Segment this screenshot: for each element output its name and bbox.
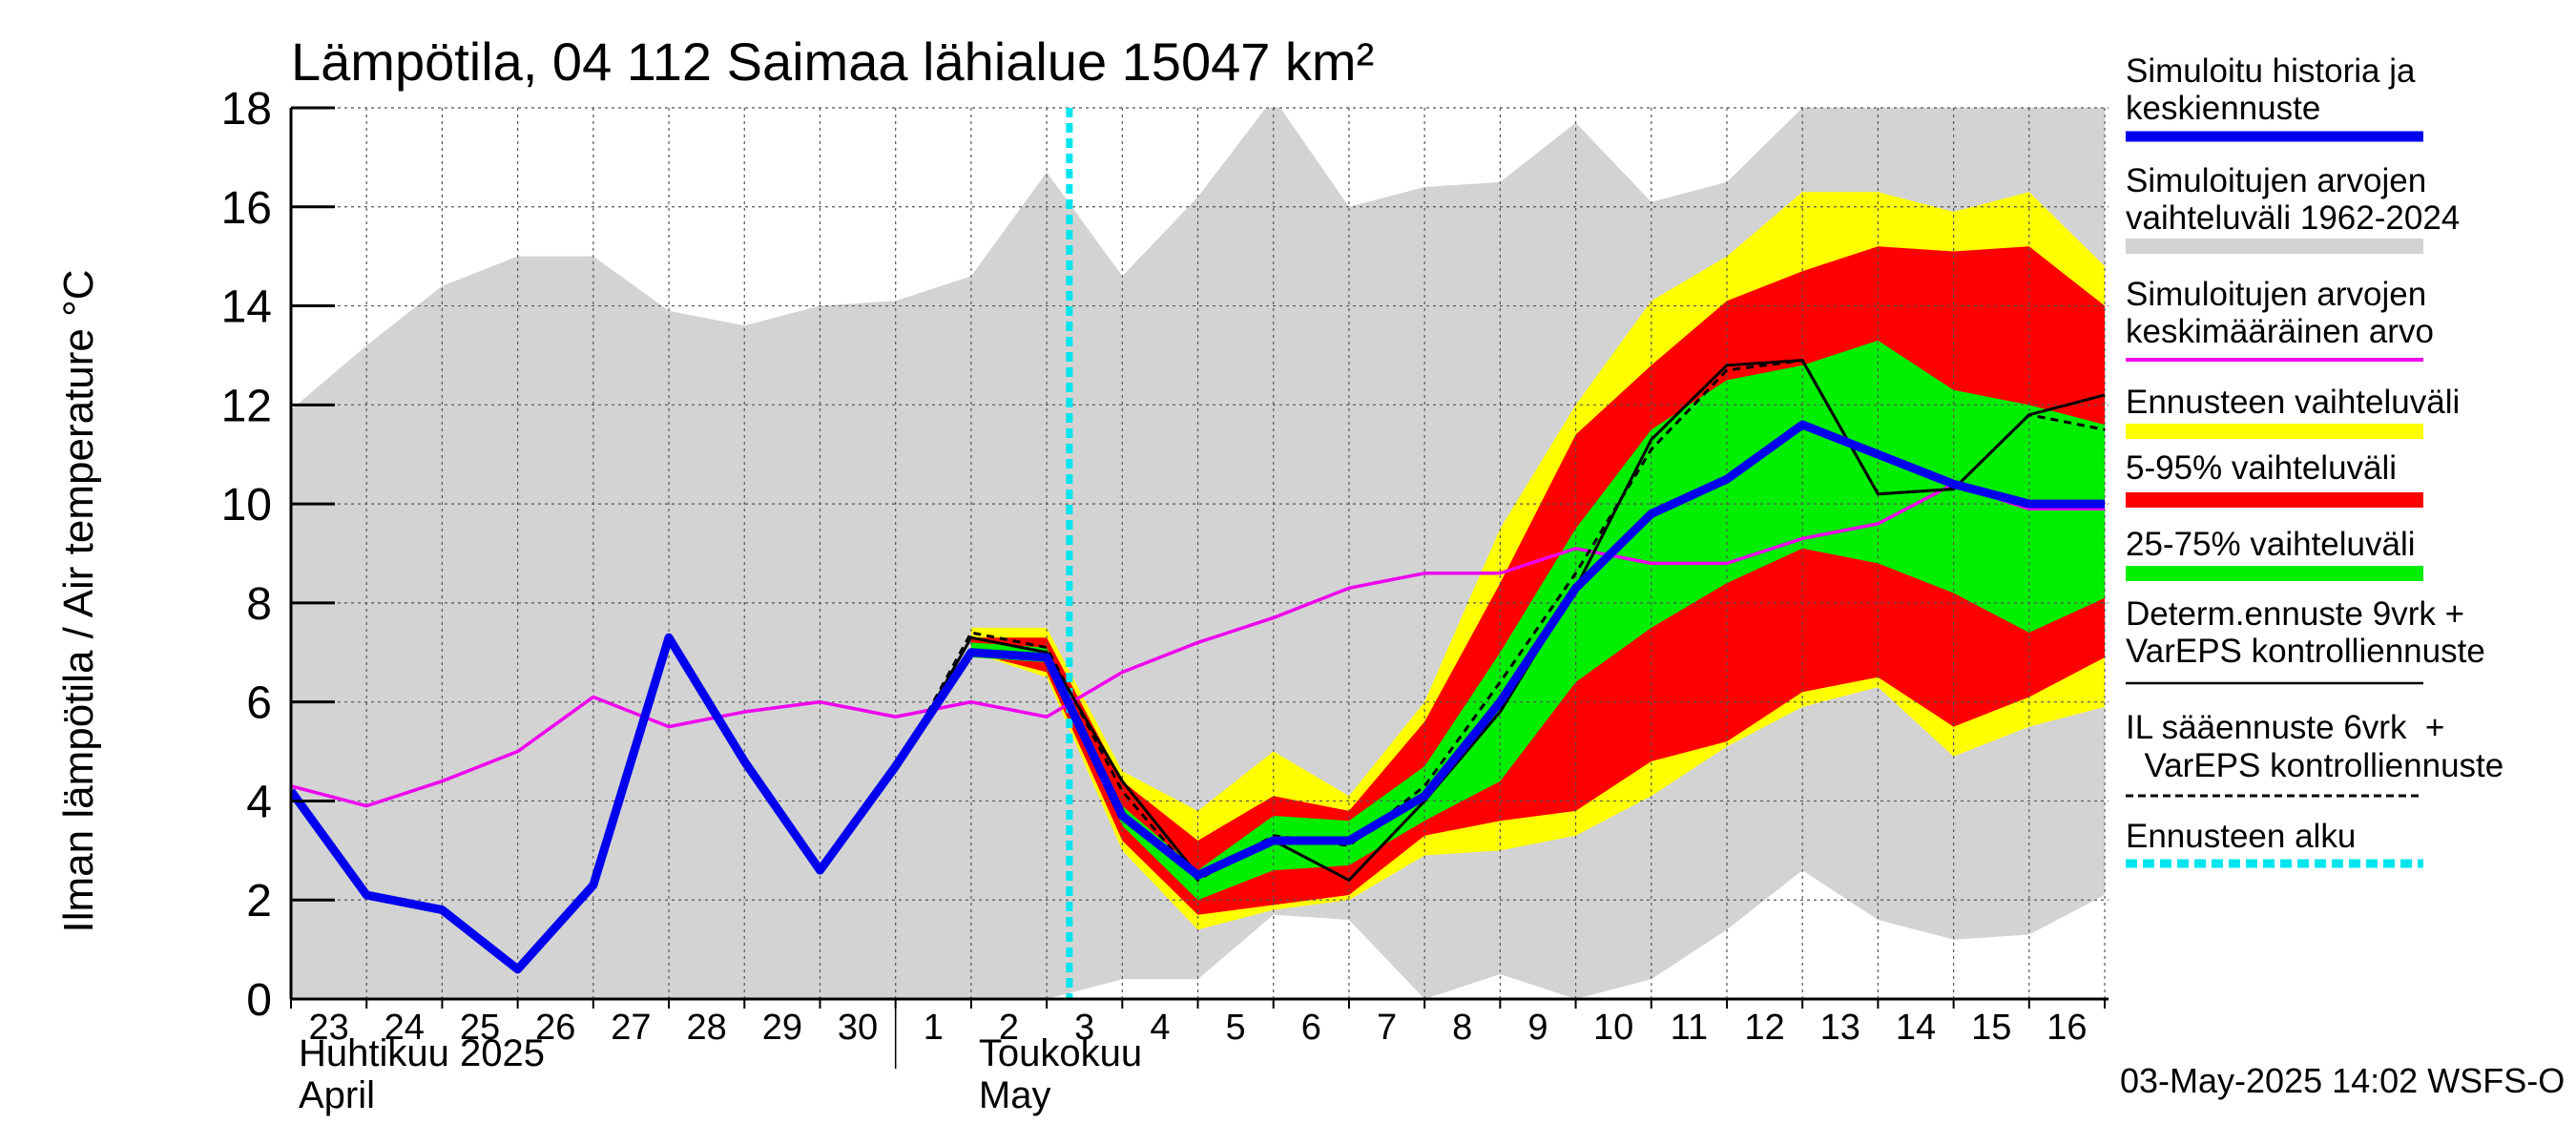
legend-label-9: Ennusteen alku <box>2126 818 2356 855</box>
y-tick-label: 12 <box>221 381 272 431</box>
x-tick-label: 30 <box>838 1008 878 1048</box>
legend-label-8: IL sääennuste 6vrk + <box>2126 709 2444 746</box>
month-label-en: May <box>979 1074 1051 1116</box>
x-tick-label: 13 <box>1820 1008 1860 1048</box>
x-tick-label: 10 <box>1593 1008 1633 1048</box>
legend-label-5: 5-95% vaihteluväli <box>2126 449 2397 487</box>
y-axis-label: Ilman lämpötila / Air temperature °C <box>55 270 102 933</box>
x-tick-label: 23 <box>308 1008 348 1048</box>
y-tick-label: 2 <box>246 876 272 926</box>
y-tick-label: 0 <box>246 975 272 1026</box>
x-tick-label: 15 <box>1971 1008 2011 1048</box>
x-tick-label: 7 <box>1377 1008 1397 1048</box>
x-tick-label: 9 <box>1527 1008 1548 1048</box>
series-determ-ennuste-9vrk-vareps-kontrolliennuste <box>894 359 2106 882</box>
x-tick-label: 3 <box>1074 1008 1094 1048</box>
legend-label-3-b: keskimääräinen arvo <box>2126 313 2434 350</box>
x-tick-label: 14 <box>1896 1008 1936 1048</box>
x-tick-label: 12 <box>1744 1008 1784 1048</box>
y-tick-label: 8 <box>246 579 272 630</box>
x-tick-label: 25 <box>460 1008 500 1048</box>
x-tick-label: 29 <box>762 1008 802 1048</box>
y-tick-label: 14 <box>221 282 272 333</box>
line-layer <box>291 108 2106 999</box>
series-simuloitujen-arvojen-keskim-r-inen-arvo <box>291 482 2106 808</box>
x-tick-label: 6 <box>1301 1008 1321 1048</box>
x-tick-label: 8 <box>1452 1008 1472 1048</box>
legend-label-3: Simuloitujen arvojen <box>2126 276 2426 313</box>
legend-label-1-b: keskiennuste <box>2126 90 2320 127</box>
legend-label-1: Simuloitu historia ja <box>2126 52 2416 90</box>
x-tick-label: 11 <box>1671 1008 1708 1048</box>
x-tick-label: 4 <box>1150 1008 1170 1048</box>
y-tick-label: 10 <box>221 480 272 531</box>
month-label-fi: Toukokuu <box>979 1032 1142 1074</box>
x-tick-label: 5 <box>1226 1008 1246 1048</box>
y-tick-label: 6 <box>246 678 272 729</box>
series-simuloitu-historia-ja-keskiennuste <box>291 420 2106 974</box>
x-tick-label: 24 <box>384 1008 425 1048</box>
legend-label-6: 25-75% vaihteluväli <box>2126 526 2416 563</box>
chart-title: Lämpötila, 04 112 Saimaa lähialue 15047 … <box>291 31 1374 92</box>
x-tick-label: 26 <box>535 1008 575 1048</box>
timestamp-footer: 03-May-2025 14:02 WSFS-O <box>2120 1061 2565 1100</box>
legend-label-8-b: VarEPS kontrolliennuste <box>2126 747 2503 784</box>
legend-label-2-b: vaihteluväli 1962-2024 <box>2126 199 2460 237</box>
month-label-en: April <box>299 1074 375 1116</box>
legend-label-7: Determ.ennuste 9vrk + <box>2126 595 2464 633</box>
legend-label-2: Simuloitujen arvojen <box>2126 162 2426 199</box>
band-25-75-vaihteluv-li <box>970 340 2106 901</box>
y-tick-label: 16 <box>221 183 272 234</box>
legend-label-4: Ennusteen vaihteluväli <box>2126 384 2460 421</box>
x-tick-label: 2 <box>999 1008 1019 1048</box>
x-tick-label: 1 <box>924 1008 944 1048</box>
legend-label-7-b: VarEPS kontrolliennuste <box>2126 633 2485 670</box>
month-label-fi: Huhtikuu 2025 <box>299 1032 545 1074</box>
y-tick-label: 4 <box>246 777 272 827</box>
grid-layer <box>290 107 2109 999</box>
x-tick-label: 27 <box>611 1008 651 1048</box>
x-tick-label: 16 <box>2046 1008 2087 1048</box>
x-tick-label: 28 <box>687 1008 727 1048</box>
y-tick-label: 18 <box>221 84 272 135</box>
